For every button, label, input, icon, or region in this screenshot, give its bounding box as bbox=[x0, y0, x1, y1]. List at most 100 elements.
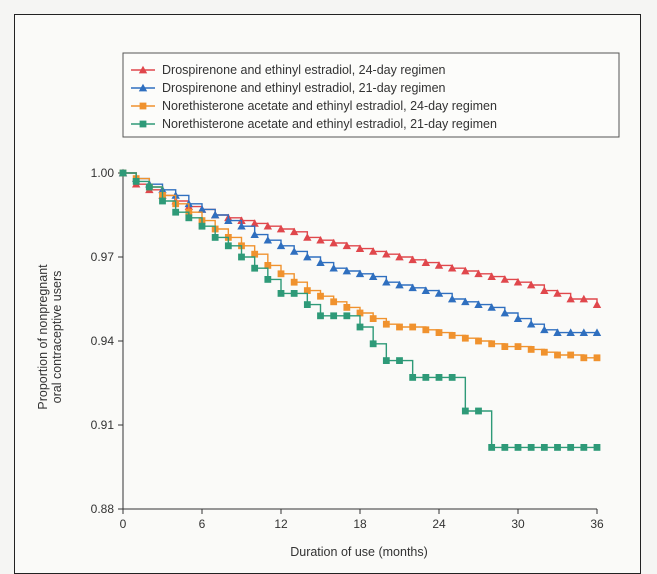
data-point bbox=[447, 264, 457, 272]
data-point bbox=[342, 266, 352, 275]
data-point bbox=[172, 208, 180, 216]
data-point bbox=[119, 169, 127, 177]
data-point bbox=[251, 250, 259, 258]
data-point bbox=[475, 407, 482, 415]
data-point bbox=[434, 289, 444, 297]
data-point bbox=[396, 323, 403, 331]
legend-label: Drospirenone and ethinyl estradiol, 21-d… bbox=[162, 81, 446, 95]
data-point bbox=[554, 444, 561, 451]
data-point bbox=[369, 315, 377, 322]
data-point bbox=[356, 309, 364, 317]
data-point bbox=[526, 280, 536, 289]
data-point bbox=[409, 323, 417, 331]
data-point bbox=[263, 222, 273, 230]
data-point bbox=[303, 301, 311, 308]
data-point bbox=[514, 444, 522, 451]
data-point bbox=[303, 287, 311, 294]
series-line bbox=[123, 172, 597, 449]
data-point bbox=[501, 343, 509, 350]
data-point bbox=[500, 308, 510, 317]
data-point bbox=[382, 278, 391, 286]
data-point bbox=[316, 258, 325, 266]
x-tick-label: 12 bbox=[274, 517, 288, 531]
data-point bbox=[382, 357, 390, 364]
data-point bbox=[224, 242, 232, 250]
data-point bbox=[330, 312, 338, 320]
data-point bbox=[264, 262, 272, 269]
figure-frame: Drospirenone and ethinyl estradiol, 24-d… bbox=[14, 14, 641, 574]
series-line bbox=[123, 172, 598, 305]
y-tick-label: 0.91 bbox=[91, 418, 115, 432]
y-tick-label: 1.00 bbox=[91, 166, 115, 180]
data-point bbox=[382, 320, 390, 328]
data-point bbox=[540, 286, 549, 294]
data-point bbox=[197, 205, 207, 213]
data-point bbox=[343, 304, 351, 311]
y-tick-label: 0.88 bbox=[91, 502, 115, 516]
axes: 0.88 0.91 0.94 0.97 1.00 0 6 12 18 24 30 36 bbox=[91, 166, 604, 531]
legend-item: Drospirenone and ethinyl estradiol, 24-d… bbox=[131, 63, 446, 77]
legend-item: Norethisterone acetate and ethinyl estra… bbox=[131, 99, 497, 113]
data-point bbox=[474, 269, 483, 278]
data-point bbox=[540, 325, 549, 334]
data-point bbox=[567, 444, 575, 451]
data-point bbox=[395, 252, 404, 261]
data-point bbox=[238, 253, 245, 261]
data-point bbox=[145, 183, 153, 191]
data-point bbox=[461, 266, 470, 275]
series-1 bbox=[118, 168, 602, 308]
x-tick-label: 30 bbox=[511, 517, 525, 531]
data-point bbox=[289, 227, 299, 236]
data-point bbox=[356, 323, 364, 331]
data-point bbox=[567, 351, 575, 359]
y-axis-label: Proportion of nonpregnant oral contracep… bbox=[36, 264, 64, 410]
data-point bbox=[421, 258, 431, 266]
data-point bbox=[303, 252, 312, 261]
data-point bbox=[408, 255, 417, 264]
data-point bbox=[566, 328, 575, 336]
data-point bbox=[355, 244, 365, 252]
series-4 bbox=[119, 169, 601, 451]
data-point bbox=[198, 222, 206, 230]
data-point bbox=[579, 328, 589, 336]
data-point bbox=[330, 298, 338, 306]
data-point bbox=[579, 294, 589, 303]
data-point bbox=[290, 290, 298, 297]
x-tick-label: 36 bbox=[590, 517, 604, 531]
data-point bbox=[566, 294, 575, 303]
series-3 bbox=[119, 169, 601, 362]
data-point bbox=[395, 280, 404, 289]
data-point bbox=[488, 444, 496, 451]
legend-label: Drospirenone and ethinyl estradiol, 24-d… bbox=[162, 63, 446, 77]
data-point bbox=[276, 241, 286, 250]
data-point bbox=[342, 241, 352, 250]
data-point bbox=[159, 197, 166, 205]
y-axis-label-line-1: Proportion of nonpregnant bbox=[36, 264, 50, 410]
data-point bbox=[368, 272, 378, 280]
data-point bbox=[290, 278, 298, 286]
legend-marker bbox=[138, 65, 148, 74]
data-point bbox=[368, 247, 378, 255]
data-point bbox=[382, 250, 391, 258]
data-point bbox=[343, 312, 351, 320]
data-point bbox=[250, 219, 259, 227]
data-point bbox=[513, 314, 523, 322]
data-point bbox=[592, 300, 602, 308]
data-point bbox=[475, 337, 482, 345]
legend-item: Drospirenone and ethinyl estradiol, 21-d… bbox=[131, 81, 446, 95]
data-point bbox=[540, 444, 548, 451]
data-point bbox=[289, 247, 299, 255]
data-point bbox=[421, 286, 431, 294]
data-point bbox=[132, 178, 140, 185]
x-axis-label: Duration of use (months) bbox=[290, 545, 428, 559]
data-point bbox=[408, 283, 417, 292]
x-tick-label: 0 bbox=[120, 517, 127, 531]
data-point bbox=[422, 374, 430, 381]
data-point bbox=[554, 351, 561, 359]
series-layer bbox=[118, 168, 602, 451]
legend-marker bbox=[138, 83, 148, 92]
data-point bbox=[276, 224, 286, 233]
data-point bbox=[461, 407, 469, 415]
data-point bbox=[409, 374, 417, 381]
data-point bbox=[501, 444, 509, 451]
